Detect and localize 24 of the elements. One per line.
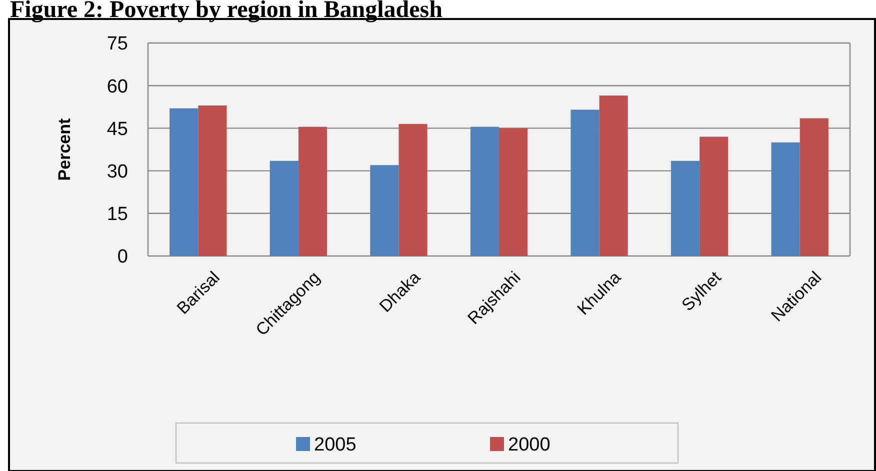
bar xyxy=(270,160,298,256)
chart-title: Figure 2: Poverty by region in Bangladesh xyxy=(10,0,442,23)
bar xyxy=(700,136,728,256)
y-tick-label: 30 xyxy=(106,161,128,182)
bar xyxy=(170,108,198,256)
legend-label: 2000 xyxy=(508,434,550,456)
y-axis-title: Percent xyxy=(55,118,74,181)
bar xyxy=(499,128,528,256)
y-tick-label: 15 xyxy=(106,204,128,226)
bar xyxy=(298,126,328,256)
bar xyxy=(771,142,800,256)
bar xyxy=(599,96,628,256)
y-tick-label: 75 xyxy=(106,34,128,55)
y-tick-label: 60 xyxy=(106,76,128,98)
bar xyxy=(198,105,227,256)
bar xyxy=(370,165,399,256)
y-tick-label: 45 xyxy=(106,118,128,140)
bar xyxy=(470,126,499,256)
y-tick-label: 0 xyxy=(117,246,128,268)
bar xyxy=(570,110,600,256)
bar xyxy=(398,124,428,256)
bar xyxy=(670,160,700,256)
legend-label: 2005 xyxy=(314,434,356,456)
bar xyxy=(800,118,828,256)
